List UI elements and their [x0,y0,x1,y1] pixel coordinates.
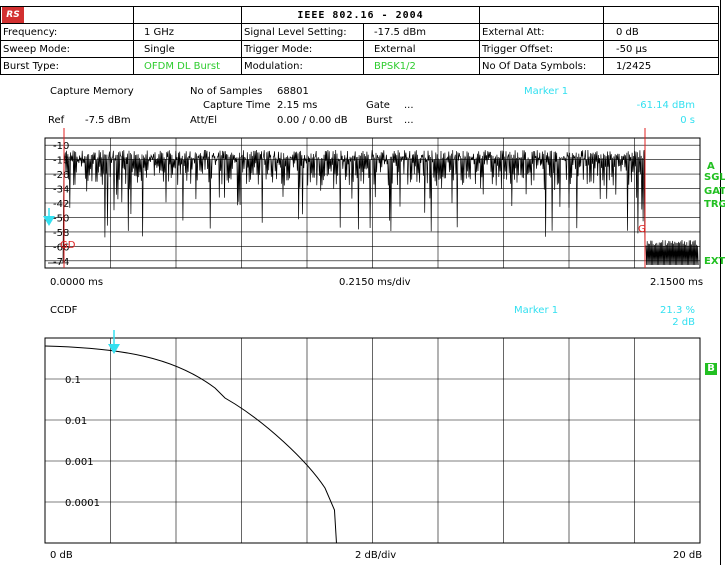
trigger-mode-value: External [363,40,480,58]
data-symbols-value: 1/2425 [603,57,719,75]
capture-title: Capture Memory [50,86,134,97]
settings-row: Frequency: 1 GHz Signal Level Setting: -… [0,23,719,41]
capture-y-tick: -42 [53,199,69,210]
capture-y-tick: -26 [53,170,69,181]
capture-x-start: 0.0000 ms [50,277,103,288]
samples-value: 68801 [277,86,309,97]
att-value: 0.00 / 0.00 dB [277,115,348,126]
measurement-title: IEEE 802.16 - 2004 [241,6,480,24]
capture-y-tick: -34 [53,185,69,196]
trigger-offset-label: Trigger Offset: [479,40,604,58]
ccdf-grid [44,337,701,544]
side-label-gat: GAT [704,186,725,197]
capture-y-tick: -58 [53,228,69,239]
marker1-label: Marker 1 [524,86,569,97]
capture-time-value: 2.15 ms [277,100,318,111]
ccdf-x-end: 20 dB [673,550,702,561]
ccdf-marker1-triangle-icon[interactable] [108,344,120,354]
gate-value: ... [404,100,414,111]
gate-label: Gate [366,100,390,111]
ccdf-y-tick: 0.0001 [65,498,100,509]
ccdf-y-tick: 0.1 [65,375,81,386]
capture-y-tick: -50 [53,213,69,224]
ccdf-marker1-value: 21.3 % [660,305,695,316]
gd-marker: GD [60,240,76,251]
capture-x-end: 2.1500 ms [650,277,703,288]
frequency-label: Frequency: [0,23,134,41]
capture-time-label: Capture Time [203,100,271,111]
signal-level-value: -17.5 dBm [363,23,480,41]
ccdf-title: CCDF [50,305,78,316]
settings-row: Burst Type: OFDM DL Burst Modulation: BP… [0,57,719,75]
trigger-mode-label: Trigger Mode: [241,40,364,58]
ccdf-curve [44,345,337,544]
sweep-mode-value: Single [133,40,242,58]
ref-label: Ref [48,115,65,126]
marker1-level: -61.14 dBm [636,100,695,111]
capture-trace-tail [645,239,699,266]
ccdf-marker1-label: Marker 1 [514,305,559,316]
sweep-mode-label: Sweep Mode: [0,40,134,58]
data-symbols-label: No Of Data Symbols: [479,57,604,75]
capture-y-ticks: -10 -18 -26 -34 -42 -50 -58 -66 -74 [53,141,69,268]
side-label-a: A [707,161,715,172]
burst-type-label: Burst Type: [0,57,134,75]
ccdf-x-start: 0 dB [50,550,73,561]
side-label-trg: TRG [704,199,725,210]
ccdf-x-div: 2 dB/div [355,550,396,561]
capture-y-tick: -66 [53,242,69,253]
signal-level-label: Signal Level Setting: [241,23,364,41]
capture-y-tick: -18 [53,156,69,167]
settings-row: Sweep Mode: Single Trigger Mode: Externa… [0,40,719,58]
g-marker: G [638,224,646,235]
capture-memory-plot: -10 -18 -26 -34 -42 -50 -58 -66 -74 GD G 0.0000 … [43,128,703,288]
capture-y-tick: -74 [53,257,69,268]
modulation-label: Modulation: [241,57,364,75]
external-att-label: External Att: [479,23,604,41]
att-label: Att/El [190,115,217,126]
frequency-value: 1 GHz [133,23,242,41]
ccdf-marker1-db: 2 dB [672,317,695,328]
marker1-time: 0 s [680,115,695,126]
samples-label: No of Samples [190,86,263,97]
burst-value: ... [404,115,414,126]
capture-x-div: 0.2150 ms/div [339,277,411,288]
capture-y-tick: -10 [53,141,69,152]
settings-table: IEEE 802.16 - 2004 Frequency: 1 GHz Sign… [0,6,719,75]
marker1-triangle-icon[interactable] [43,216,55,226]
ccdf-y-tick: 0.001 [65,457,94,468]
ref-value: -7.5 dBm [85,115,131,126]
ccdf-plot: 0.1 0.01 0.001 0.0001 0 dB 2 dB/div 20 dB [44,330,702,561]
modulation-value: BPSK1/2 [363,57,480,75]
burst-type-value: OFDM DL Burst [133,57,242,75]
burst-label: Burst [366,115,393,126]
trigger-offset-value: -50 µs [603,40,719,58]
side-label-ext: EXT [704,256,725,267]
ccdf-y-ticks: 0.1 0.01 0.001 0.0001 [65,375,100,509]
side-box-b: B [705,363,717,375]
side-label-sgl: SGL [704,172,725,183]
capture-trace [48,149,646,264]
external-att-value: 0 dB [603,23,719,41]
ccdf-y-tick: 0.01 [65,416,87,427]
